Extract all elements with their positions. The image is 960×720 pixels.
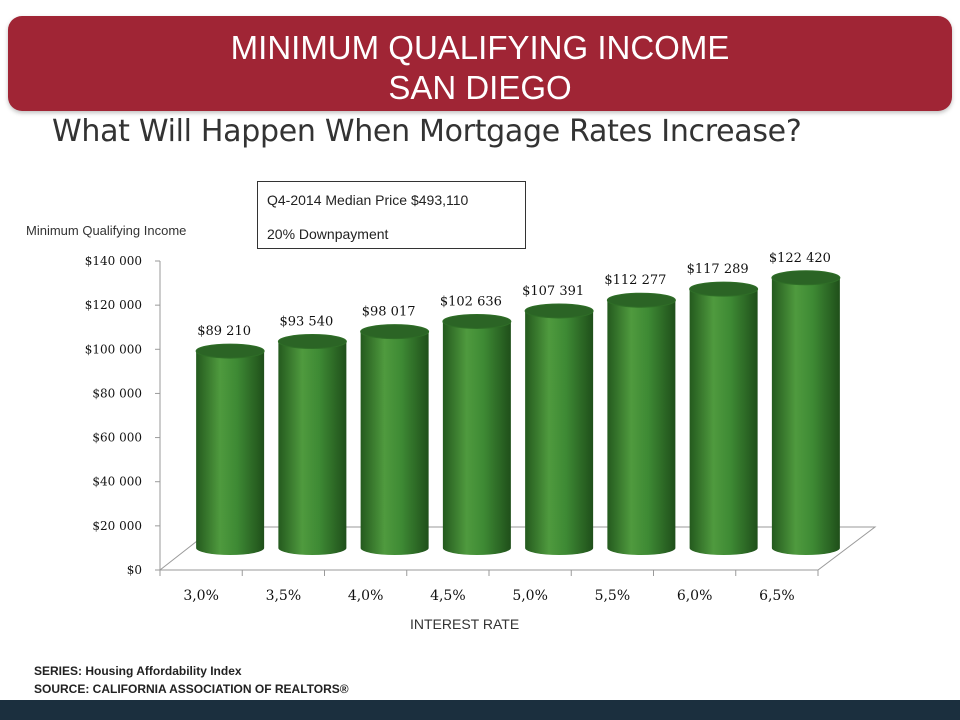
bar-body — [771, 277, 840, 556]
y-tick-label: $120 000 — [85, 298, 142, 312]
bar-body — [278, 341, 347, 556]
x-tick-label: 4,5% — [430, 588, 466, 604]
y-tick-label: $60 000 — [92, 431, 142, 445]
bar-top — [277, 334, 347, 350]
data-label: $112 277 — [604, 273, 666, 288]
data-label: $102 636 — [440, 294, 502, 309]
downpayment-note: 20% Downpayment — [267, 226, 389, 242]
chart-bars — [195, 270, 841, 556]
y-tick-label: $100 000 — [85, 342, 142, 356]
y-tick-label: $20 000 — [92, 519, 142, 533]
bar-top — [771, 270, 841, 286]
bottom-bar — [0, 700, 960, 720]
data-label: $122 420 — [769, 251, 831, 266]
bar — [606, 292, 676, 556]
bar-top — [524, 303, 594, 319]
bar-top — [442, 313, 512, 329]
bar — [360, 324, 430, 556]
x-tick-label: 6,0% — [677, 588, 713, 604]
title-line-1: MINIMUM QUALIFYING INCOME — [230, 29, 730, 66]
bar — [771, 270, 841, 556]
bar-top — [360, 324, 430, 340]
y-axis-title: Minimum Qualifying Income — [26, 223, 187, 238]
x-tick-label: 4,0% — [348, 588, 384, 604]
data-label: $117 289 — [687, 262, 749, 277]
chart-floor — [158, 526, 877, 571]
x-axis-title: INTEREST RATE — [410, 616, 520, 632]
y-tick-label: $140 000 — [85, 254, 142, 268]
x-tick-label: 3,5% — [266, 588, 302, 604]
subtitle: What Will Happen When Mortgage Rates Inc… — [52, 114, 802, 149]
x-tick-label: 5,0% — [512, 588, 548, 604]
bar-top — [606, 292, 676, 308]
bar — [277, 334, 347, 556]
chart-labels: $89 210 $93 540 $98 017 $102 636 $107 391 $11… — [197, 251, 831, 339]
x-tick-label: 5,5% — [595, 588, 631, 604]
data-label: $93 540 — [279, 315, 333, 330]
data-label: $98 017 — [362, 305, 416, 320]
info-box: Q4-2014 Median Price $493,110 20% Downpa… — [257, 181, 526, 249]
bar — [442, 313, 512, 556]
source-note: SOURCE: CALIFORNIA ASSOCIATION OF REALTO… — [34, 682, 349, 696]
bar-top — [689, 281, 759, 297]
median-price-note: Q4-2014 Median Price $493,110 — [267, 192, 469, 208]
x-tick-label: 3,0% — [183, 588, 219, 604]
bar — [195, 343, 265, 556]
data-label: $107 391 — [522, 284, 584, 299]
bar-body — [360, 331, 429, 556]
y-tick-label: $80 000 — [92, 386, 142, 400]
data-label: $89 210 — [197, 324, 251, 339]
bar — [524, 303, 594, 556]
bar-body — [689, 289, 758, 556]
title-line-2: SAN DIEGO — [388, 69, 572, 106]
y-tick-label: $0 — [127, 563, 142, 577]
bar-body — [607, 300, 676, 556]
bar-top — [195, 343, 265, 359]
bar — [689, 281, 759, 556]
x-tick-label: 6,5% — [759, 588, 795, 604]
bar-body — [196, 351, 265, 556]
series-note: SERIES: Housing Affordability Index — [34, 664, 242, 678]
bar-body — [525, 310, 594, 556]
title-banner: MINIMUM QUALIFYING INCOME SAN DIEGO — [8, 16, 952, 111]
footer-notes: SERIES: Housing Affordability Index SOUR… — [34, 662, 349, 698]
y-tick-label: $40 000 — [92, 475, 142, 489]
bar-body — [442, 321, 511, 556]
